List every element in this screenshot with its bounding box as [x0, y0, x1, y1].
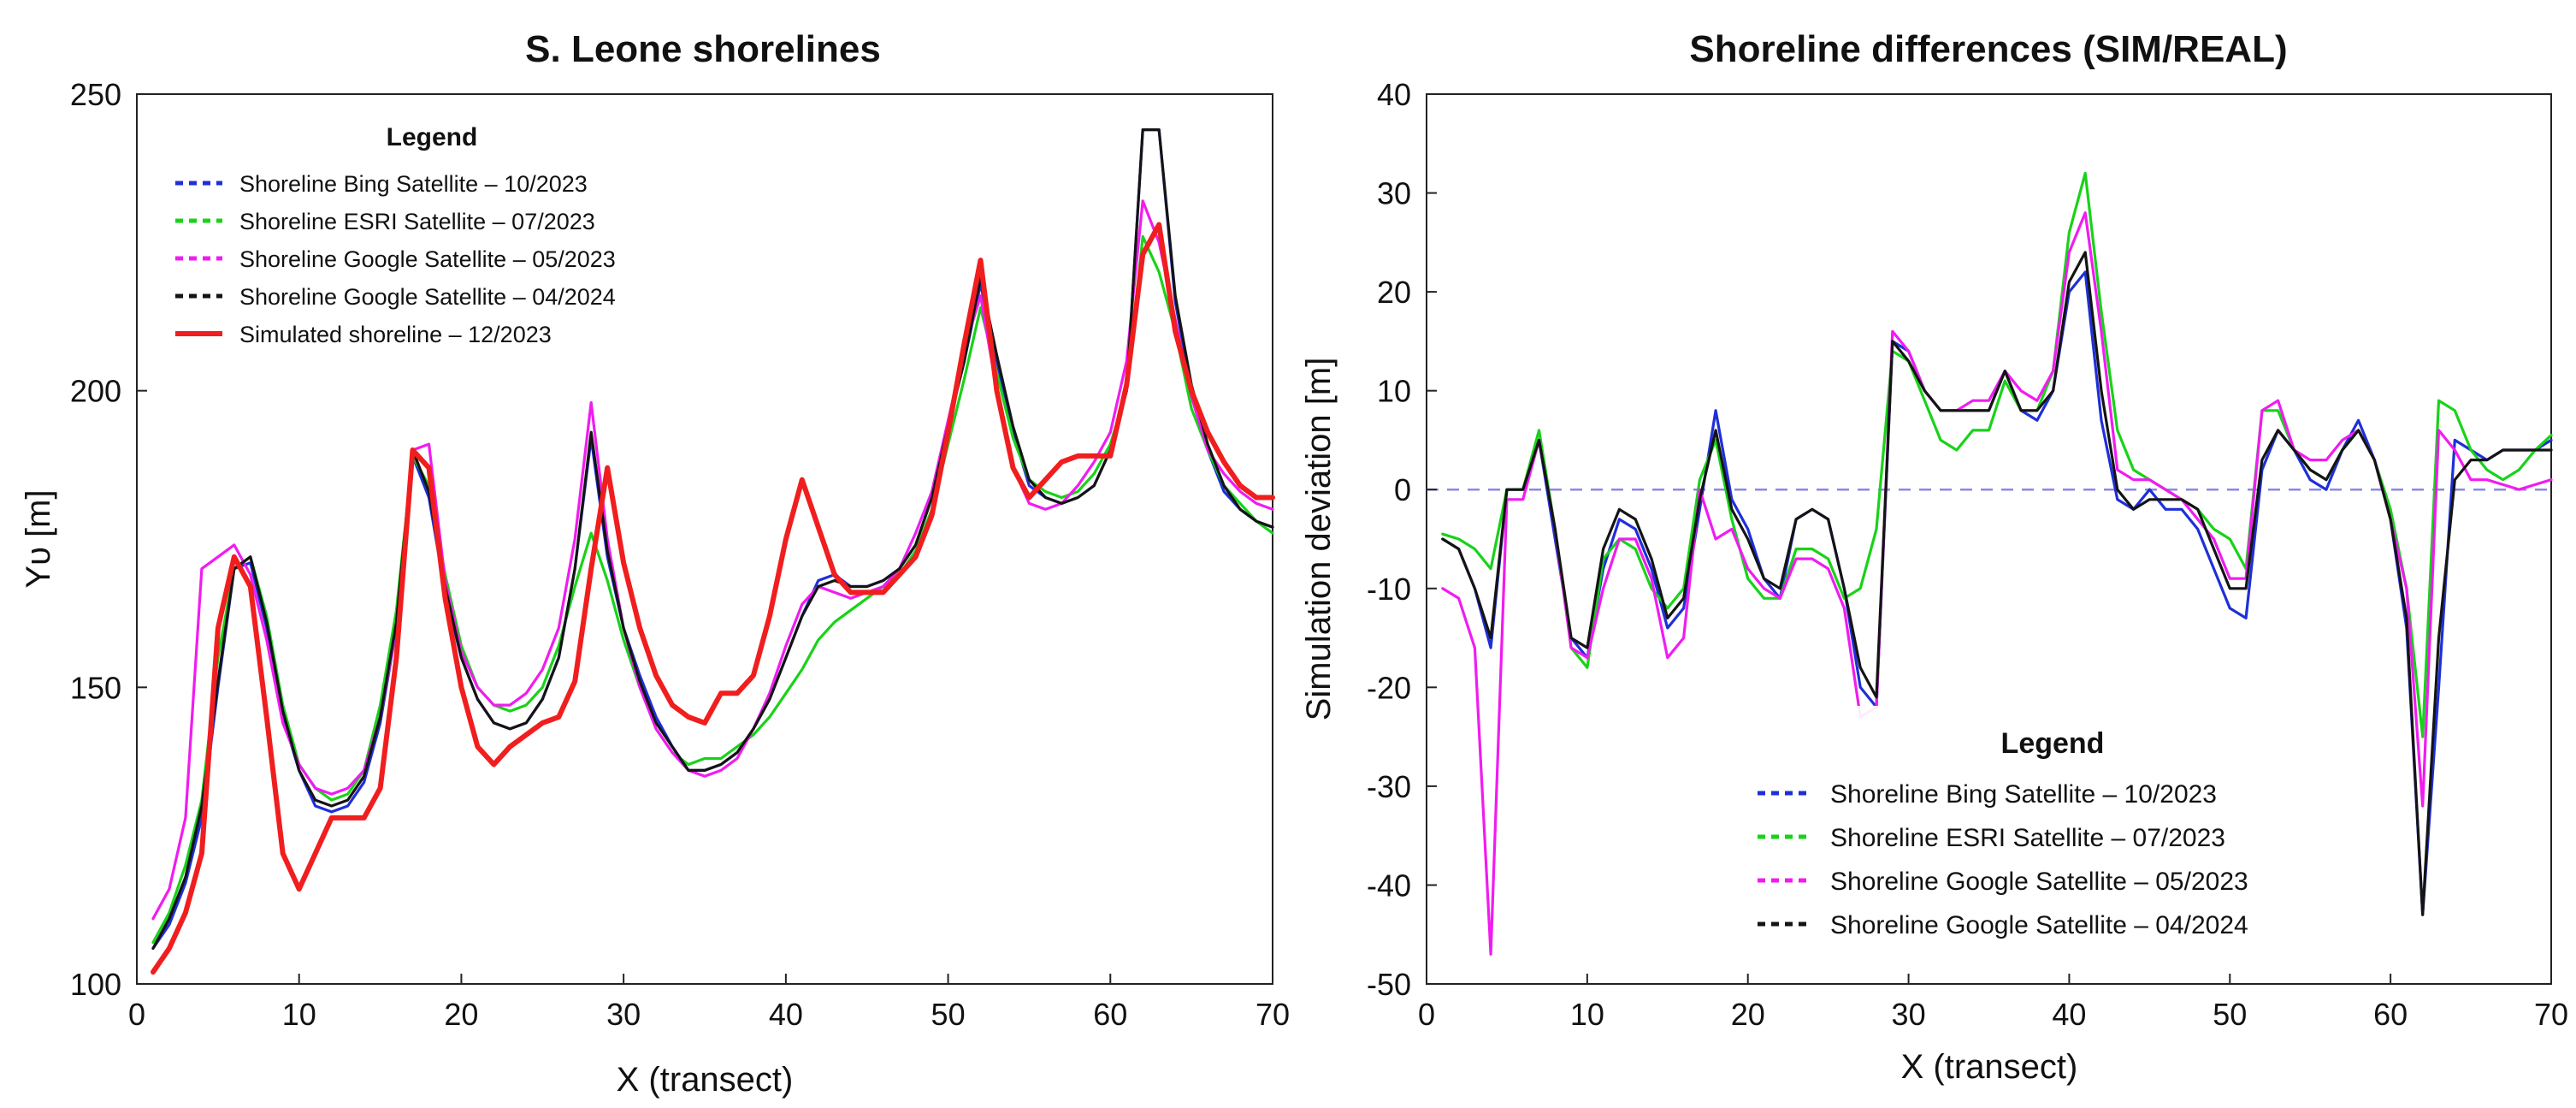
legend-entry: Shoreline Bing Satellite – 10/2023 [1758, 780, 2217, 809]
x-tick-label: 60 [2373, 997, 2408, 1032]
y-tick-label: -20 [1367, 670, 1411, 705]
chart-title: Shoreline differences (SIM/REAL) [1689, 28, 2287, 70]
legend-entry: Shoreline ESRI Satellite – 07/2023 [175, 209, 595, 234]
y-tick-label: 250 [70, 77, 121, 112]
legend-entry: Shoreline Google Satellite – 04/2024 [1758, 911, 2248, 939]
legend-label: Shoreline Bing Satellite – 10/2023 [1830, 780, 2217, 809]
x-tick-label: 20 [1731, 997, 1765, 1032]
x-tick-label: 0 [1418, 997, 1435, 1032]
legend-label: Shoreline Google Satellite – 04/2024 [239, 284, 616, 310]
legend-entry: Shoreline Google Satellite – 04/2024 [175, 284, 616, 310]
legend-entry: Simulated shoreline – 12/2023 [175, 322, 552, 347]
y-tick-label: 10 [1377, 374, 1411, 409]
legend-box [1740, 706, 2356, 941]
x-tick-label: 40 [769, 997, 803, 1032]
series-line [151, 128, 1274, 950]
y-tick-label: -50 [1367, 967, 1411, 1002]
legend-label: Shoreline Google Satellite – 04/2024 [1830, 911, 2248, 939]
legend-label: Shoreline Bing Satellite – 10/2023 [239, 171, 588, 197]
x-tick-label: 30 [1892, 997, 1926, 1032]
legend-entry: Shoreline Google Satellite – 05/2023 [175, 246, 616, 272]
legend-label: Shoreline ESRI Satellite – 07/2023 [239, 209, 595, 234]
legend: Legend Shoreline Bing Satellite – 10/202… [1740, 706, 2356, 941]
series-line [151, 234, 1274, 945]
x-axis-label: X (transect) [617, 1061, 794, 1099]
legend-label: Simulated shoreline – 12/2023 [239, 322, 552, 347]
y-tick-label: 30 [1377, 176, 1411, 211]
x-tick-label: 20 [444, 997, 478, 1032]
x-tick-label: 60 [1093, 997, 1127, 1032]
chart-differences: Shoreline differences (SIM/REAL) 0 10 20 30… [1300, 28, 2568, 1086]
x-tick-label: 70 [2534, 997, 2568, 1032]
y-tick-label: -30 [1367, 769, 1411, 804]
legend-label: Shoreline ESRI Satellite – 07/2023 [1830, 824, 2225, 852]
y-tick-label: 100 [70, 967, 121, 1002]
y-tick-label: 20 [1377, 275, 1411, 310]
chart-title: S. Leone shorelines [525, 28, 881, 70]
x-tick-label: 10 [282, 997, 316, 1032]
y-tick-label: 150 [70, 670, 121, 705]
y-axis-label: Yυ [m] [20, 489, 57, 588]
x-tick-label: 30 [606, 997, 641, 1032]
y-tick-label: 40 [1377, 77, 1411, 112]
legend-box [159, 107, 706, 364]
x-tick-label: 10 [1570, 997, 1604, 1032]
legend: Legend Shoreline Bing Satellite – 10/202… [159, 107, 706, 364]
x-tick-label: 50 [931, 997, 966, 1032]
chart-shorelines: S. Leone shorelines 0 10 20 30 40 50 60 70 100 1… [20, 28, 1290, 1099]
series-line [151, 222, 1275, 975]
legend-title: Legend [387, 123, 478, 151]
series-line [151, 199, 1274, 921]
x-tick-label: 40 [2052, 997, 2086, 1032]
legend-entry: Shoreline Bing Satellite – 10/2023 [175, 171, 588, 197]
legend-entry: Shoreline ESRI Satellite – 07/2023 [1758, 824, 2225, 852]
x-axis-label: X (transect) [1901, 1048, 2078, 1086]
legend-label: Shoreline Google Satellite – 05/2023 [239, 246, 616, 272]
legend-title: Legend [2001, 727, 2105, 760]
y-tick-label: -10 [1367, 572, 1411, 607]
x-tick-label: 50 [2213, 997, 2247, 1032]
y-tick-label: -40 [1367, 868, 1411, 903]
y-tick-label: 0 [1394, 472, 1411, 507]
y-tick-label: 200 [70, 374, 121, 409]
x-tick-label: 0 [128, 997, 145, 1032]
legend-entry: Shoreline Google Satellite – 05/2023 [1758, 868, 2248, 896]
y-axis-label: Simulation deviation [m] [1300, 358, 1338, 721]
legend-label: Shoreline Google Satellite – 05/2023 [1830, 868, 2248, 896]
x-tick-label: 70 [1256, 997, 1290, 1032]
series-line [1441, 251, 2553, 916]
